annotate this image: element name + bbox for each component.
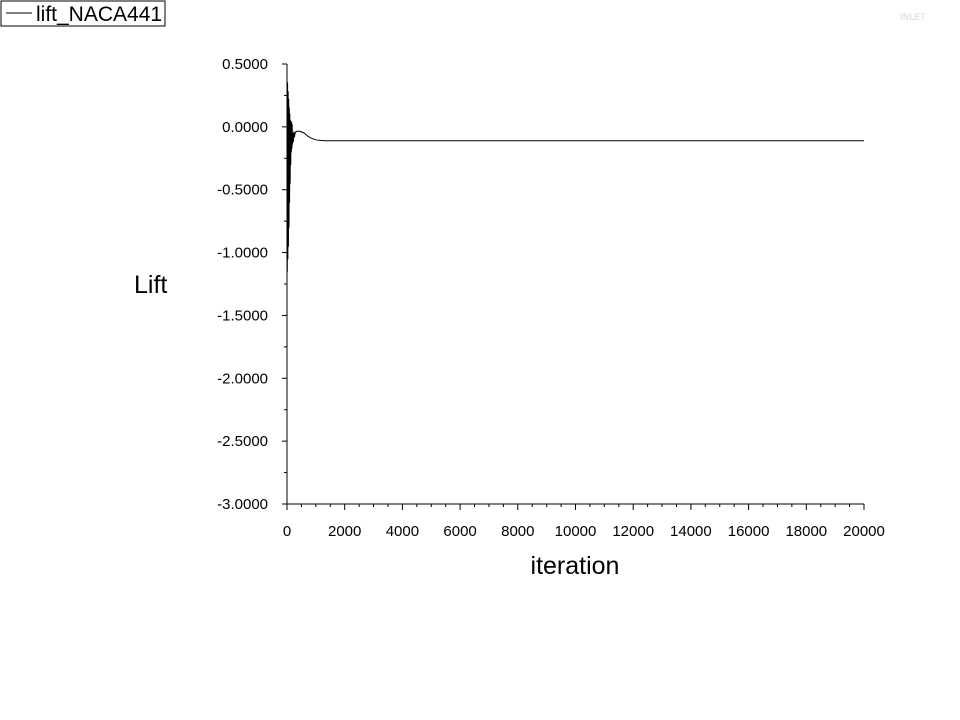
x-tick-label: 12000 xyxy=(612,523,654,540)
x-ticks: 0 2000 4000 6000 8000 10000 12000 14000 16000 180… xyxy=(283,504,885,540)
x-axis-title: iteration xyxy=(531,552,620,580)
axes xyxy=(286,64,864,505)
y-tick-label: -1.5000 xyxy=(217,307,268,324)
x-tick-label: 10000 xyxy=(555,523,597,540)
y-tick-label: 0.5000 xyxy=(222,56,268,73)
y-tick-label: -0.5000 xyxy=(217,182,268,199)
x-tick-label: 6000 xyxy=(443,523,476,540)
x-tick-label: 8000 xyxy=(501,523,534,540)
legend: lift_NACA441 xyxy=(0,0,166,27)
y-axis-title: Lift xyxy=(134,271,167,299)
x-tick-label: 18000 xyxy=(785,523,827,540)
x-tick-label: 14000 xyxy=(670,523,712,540)
y-tick-label: 0.0000 xyxy=(222,119,268,136)
watermark-text: INLET xyxy=(900,13,926,23)
y-tick-label: -2.5000 xyxy=(217,433,268,450)
legend-label: lift_NACA441 xyxy=(36,3,162,26)
x-tick-label: 0 xyxy=(283,523,291,540)
x-tick-label: 16000 xyxy=(728,523,770,540)
series-line-lift-naca441 xyxy=(286,74,864,272)
y-tick-label: -3.0000 xyxy=(217,496,268,513)
x-tick-label: 20000 xyxy=(843,523,885,540)
y-ticks: 0.5000 0.0000 -0.5000 -1.0000 -1.5000 -2.0000… xyxy=(217,56,287,513)
x-tick-label: 2000 xyxy=(328,523,361,540)
x-tick-label: 4000 xyxy=(386,523,419,540)
y-tick-label: -1.0000 xyxy=(217,245,268,262)
y-tick-label: -2.0000 xyxy=(217,370,268,387)
